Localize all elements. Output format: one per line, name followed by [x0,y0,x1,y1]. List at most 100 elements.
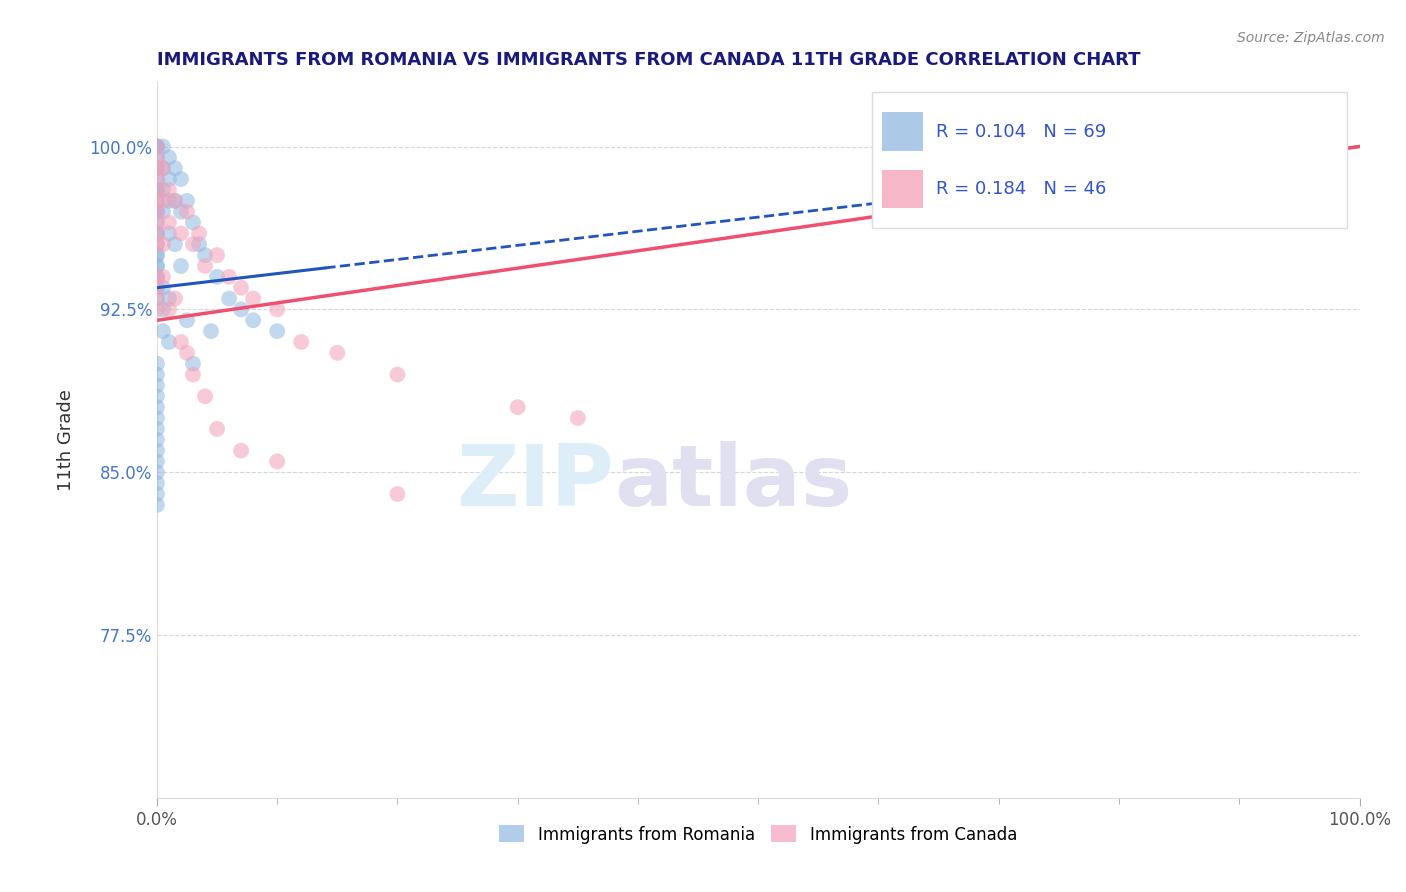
Point [152,161,174,176]
Point [218,292,240,306]
Point [229,443,252,458]
Point [387,368,409,382]
Point [163,292,186,306]
Point [176,346,198,360]
Point [194,248,217,262]
Point [181,237,204,252]
Point [146,172,169,186]
Point [176,313,198,327]
Point [146,172,169,186]
Point [146,215,169,229]
Point [146,269,169,284]
Point [157,334,180,349]
Point [146,204,169,219]
Point [163,194,186,208]
Legend: Immigrants from Romania, Immigrants from Canada: Immigrants from Romania, Immigrants from… [499,825,1017,844]
Point [157,215,180,229]
Point [266,302,288,317]
Point [157,194,180,208]
Point [146,183,169,197]
Point [152,194,174,208]
Point [181,368,204,382]
Point [146,227,169,241]
Point [152,183,174,197]
Point [205,422,228,436]
FancyBboxPatch shape [882,169,922,208]
Point [146,411,169,425]
Point [170,227,193,241]
Point [146,227,169,241]
Point [146,357,169,371]
Point [146,139,169,153]
Point [200,324,222,338]
Point [146,487,169,501]
Point [146,139,169,153]
Point [146,204,169,219]
Point [170,334,193,349]
Point [152,281,174,295]
Point [146,194,169,208]
Point [205,269,228,284]
Point [146,237,169,252]
Point [152,237,174,252]
Point [152,302,174,317]
Point [146,248,169,262]
Point [146,498,169,512]
Point [146,183,169,197]
Point [181,215,204,229]
Point [146,378,169,392]
Point [181,357,204,371]
Point [146,281,169,295]
Point [146,139,169,153]
Point [146,161,169,176]
Point [176,204,198,219]
Y-axis label: 11th Grade: 11th Grade [58,389,75,491]
Point [242,313,264,327]
FancyBboxPatch shape [882,112,922,151]
FancyBboxPatch shape [873,92,1347,228]
Text: atlas: atlas [614,442,852,524]
Text: Source: ZipAtlas.com: Source: ZipAtlas.com [1237,31,1385,45]
Point [157,183,180,197]
Point [146,292,169,306]
Point [146,194,169,208]
Point [146,259,169,273]
Point [152,139,174,153]
Point [146,281,169,295]
Point [266,454,288,468]
Point [218,269,240,284]
Point [170,204,193,219]
Point [188,227,211,241]
Point [170,172,193,186]
Point [146,422,169,436]
Point [146,248,169,262]
Point [326,346,349,360]
Point [229,281,252,295]
Point [229,302,252,317]
Point [146,139,169,153]
Text: ZIP: ZIP [456,442,614,524]
Point [146,292,169,306]
Point [157,227,180,241]
Point [205,248,228,262]
Text: R = 0.104   N = 69: R = 0.104 N = 69 [936,122,1107,141]
Point [146,161,169,176]
Point [194,259,217,273]
Point [170,259,193,273]
Point [146,443,169,458]
Point [146,215,169,229]
Point [506,400,529,414]
Point [146,237,169,252]
Point [146,433,169,447]
Point [146,161,169,176]
Point [146,476,169,491]
Point [152,204,174,219]
Point [157,150,180,164]
Text: R = 0.184   N = 46: R = 0.184 N = 46 [936,180,1107,198]
Point [194,389,217,403]
Point [242,292,264,306]
Point [146,150,169,164]
Point [567,411,589,425]
Point [146,183,169,197]
Point [146,150,169,164]
